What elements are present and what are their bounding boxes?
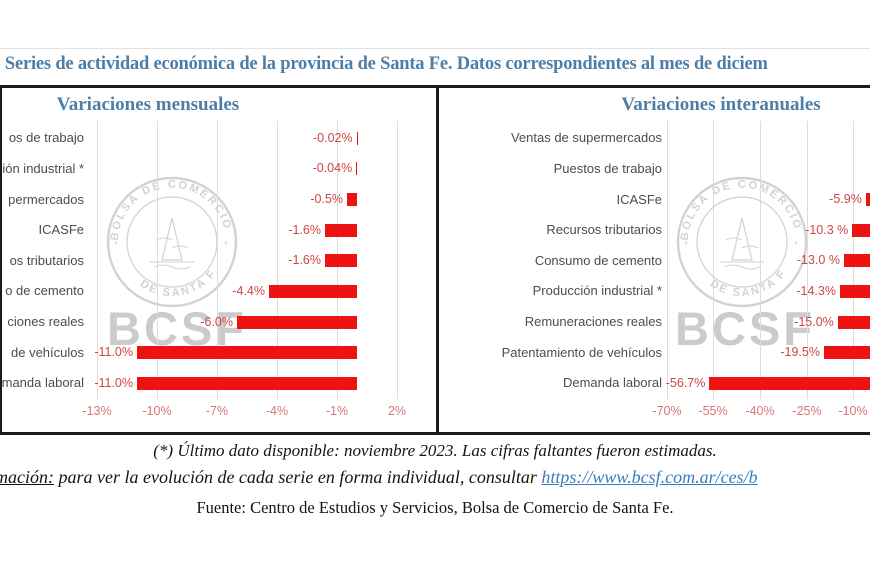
x-tick-label: 2% xyxy=(387,404,407,418)
category-label: ión industrial * xyxy=(2,160,84,176)
data-bar-interanuales xyxy=(843,254,870,268)
category-label: Puestos de trabajo xyxy=(553,160,662,176)
x-tick-label: -55% xyxy=(698,404,728,418)
chart-gridline xyxy=(667,121,668,399)
category-label: ICASFe xyxy=(38,222,84,238)
x-tick-label: -4% xyxy=(265,404,289,418)
bar-value-label: -13.0 % xyxy=(796,253,840,268)
footnote-link-line-prefix: mación: xyxy=(0,467,54,487)
category-label: o de cemento xyxy=(5,283,84,299)
chart-title-interanuales: Variaciones interanuales xyxy=(621,94,821,115)
bar-value-label: -5.9% xyxy=(829,192,862,206)
panel-border-top xyxy=(0,85,870,88)
data-bar-interanuales xyxy=(839,284,870,298)
chart-title-mensuales: Variaciones mensuales xyxy=(56,94,240,115)
panel-border-bottom xyxy=(0,432,870,435)
bar-value-label: -1.6% xyxy=(288,222,321,237)
footnote-asterisk: (*) Último dato disponible: noviembre 20… xyxy=(153,441,717,460)
bar-value-label: -11.0% xyxy=(94,345,133,360)
bar-value-label: -1.6% xyxy=(288,253,321,268)
chart-gridline xyxy=(713,121,714,399)
data-bar-interanuales xyxy=(852,223,870,237)
bcsf-watermark-text: BCSF xyxy=(107,302,247,355)
svg-text:*: * xyxy=(114,240,118,251)
data-bar-mensuales xyxy=(137,346,357,360)
bcsf-seal-watermark-icon: BOLSA DE COMERCIO DE SANTA FE * * xyxy=(676,176,808,308)
category-label: de vehículos xyxy=(11,344,84,360)
x-tick-label: -10% xyxy=(142,404,172,418)
bar-value-label: -14.3% xyxy=(796,283,836,298)
category-label: Patentamiento de vehículos xyxy=(501,344,662,360)
chart-gridline xyxy=(807,121,808,399)
data-bar-mensuales xyxy=(325,223,357,237)
panel-divider xyxy=(436,85,439,435)
bar-value-label: -0.02% xyxy=(312,130,353,145)
category-label: Recursos tributarios xyxy=(546,222,662,238)
svg-text:*: * xyxy=(224,240,228,251)
category-label: permercados xyxy=(8,191,84,207)
data-bar-mensuales xyxy=(347,193,357,206)
chart-gridline xyxy=(97,121,98,399)
bcsf-watermark-text: BCSF xyxy=(675,302,815,355)
data-bar-mensuales xyxy=(237,315,357,329)
data-bar-interanuales xyxy=(823,346,870,360)
data-bar-interanuales xyxy=(837,315,870,329)
panel-border-left xyxy=(0,85,2,435)
chart-gridline xyxy=(277,121,278,399)
category-label: Producción industrial * xyxy=(532,283,662,299)
data-bar-mensuales xyxy=(137,376,357,390)
x-tick-label: -25% xyxy=(792,404,822,418)
report-title: . Series de actividad económica de la pr… xyxy=(0,54,768,74)
bcsf-link[interactable]: https://www.bcsf.com.ar/ces/b xyxy=(541,467,758,487)
top-divider-line xyxy=(0,48,870,49)
bar-value-label: -4.4% xyxy=(232,283,265,298)
bar-value-label: -0.5% xyxy=(310,192,343,206)
category-label: ciones reales xyxy=(7,314,84,330)
x-tick-label: -1% xyxy=(325,404,349,418)
category-label: Remuneraciones reales xyxy=(524,314,662,330)
data-bar-mensuales xyxy=(269,284,357,298)
footnote-link-line-body: para ver la evolución de cada serie en f… xyxy=(53,467,542,487)
x-tick-label: -10% xyxy=(838,404,868,418)
bar-value-label: -10.3 % xyxy=(805,222,849,237)
bar-value-label: -56.7% xyxy=(665,375,706,390)
category-label: os de trabajo xyxy=(8,130,84,146)
bar-value-label: -11.0% xyxy=(94,375,133,390)
category-label: ICASFe xyxy=(616,191,662,207)
svg-text:*: * xyxy=(684,240,688,251)
x-tick-label: -13% xyxy=(82,404,112,418)
category-label: manda laboral xyxy=(1,375,84,391)
chart-gridline xyxy=(157,121,158,399)
chart-gridline xyxy=(760,121,761,399)
category-label: Ventas de supermercados xyxy=(510,130,662,146)
chart-gridline xyxy=(397,121,398,399)
x-tick-label: -70% xyxy=(652,404,682,418)
chart-gridline xyxy=(217,121,218,399)
x-tick-label: -40% xyxy=(745,404,775,418)
data-bar-mensuales xyxy=(356,131,358,145)
x-tick-label: -7% xyxy=(205,404,229,418)
bar-value-label: -19.5% xyxy=(780,345,820,360)
category-label: Demanda laboral xyxy=(562,375,662,391)
category-label: Consumo de cemento xyxy=(534,252,662,268)
svg-text:*: * xyxy=(794,240,798,251)
category-label: os tributarios xyxy=(9,252,84,268)
data-bar-interanuales xyxy=(709,376,870,390)
bar-value-label: -6.0% xyxy=(200,314,233,329)
footnote-link-line: mación: para ver la evolución de cada se… xyxy=(0,467,758,488)
data-bar-interanuales xyxy=(865,193,870,206)
bar-value-label: -0.04% xyxy=(312,161,353,176)
data-bar-mensuales xyxy=(325,254,357,268)
footnote-source: Fuente: Centro de Estudios y Servicios, … xyxy=(196,498,674,517)
data-bar-mensuales xyxy=(356,162,357,176)
bar-value-label: -15.0% xyxy=(794,314,834,329)
